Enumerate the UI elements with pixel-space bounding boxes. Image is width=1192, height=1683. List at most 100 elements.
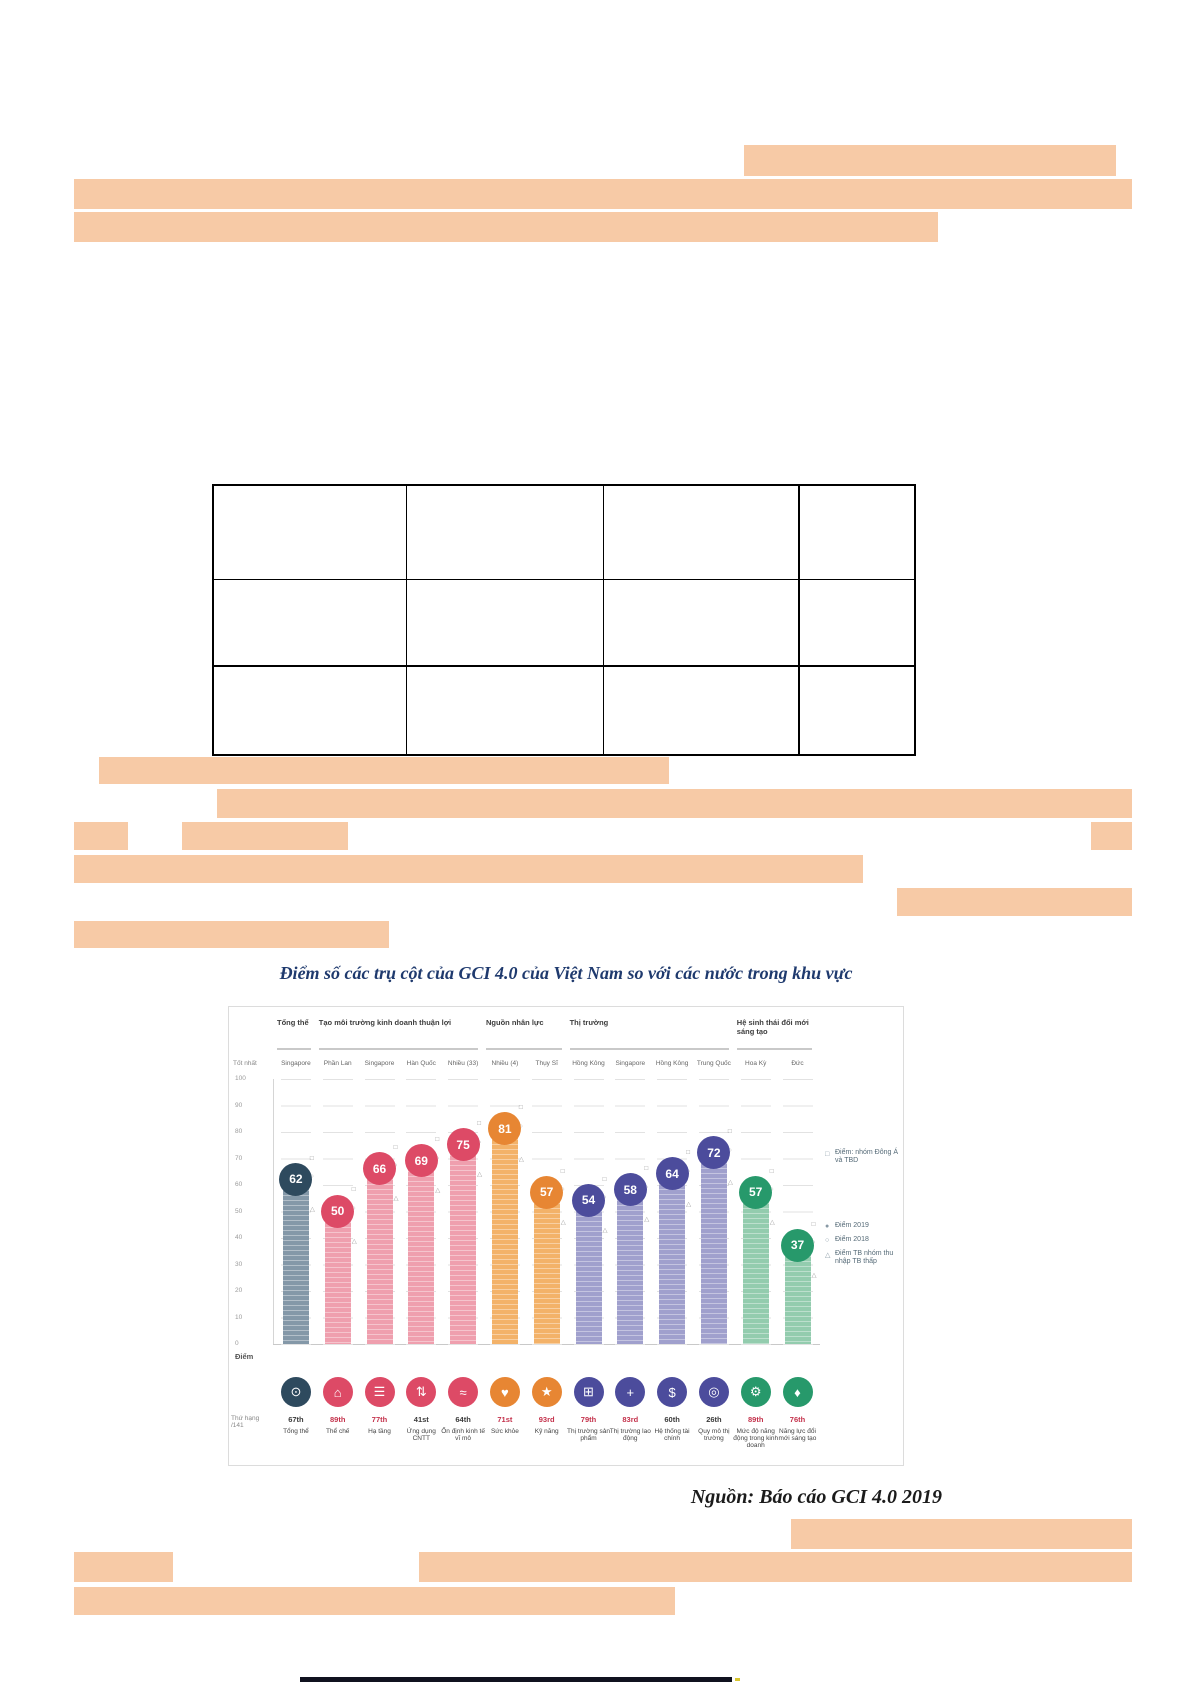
chart-group-label: Thị trường [569, 1018, 609, 1027]
health-icon: ♥ [489, 1377, 520, 1407]
chart-source-caption: Nguồn: Báo cáo GCI 4.0 2019 [690, 1486, 942, 1508]
highlighted-text-block [791, 1519, 1132, 1549]
highlighted-text-block [74, 822, 128, 850]
chart-group-label: Nguồn nhân lực [486, 1018, 544, 1027]
comparison-marker-triangle: △ [309, 1205, 315, 1213]
score-badge: 58 [613, 1173, 647, 1207]
comparison-marker-triangle: △ [351, 1237, 357, 1245]
rank-value: 83rd [622, 1415, 639, 1424]
highlighted-text-block [74, 179, 1132, 209]
legend-marker-triangle: △ [825, 1252, 831, 1259]
highlighted-text-block [419, 1552, 1132, 1582]
legend-lower-middle-income-label: Điểm TB nhóm thu nhập TB thấp [835, 1250, 894, 1265]
score-bar [700, 1153, 727, 1344]
score-bar [742, 1192, 769, 1344]
y-tick-label: 0 [235, 1340, 239, 1347]
highlighted-text-block [74, 921, 389, 948]
score-badge: 54 [572, 1183, 605, 1217]
chart-group-underline [569, 1048, 729, 1050]
table-cell [214, 667, 407, 754]
rank-row-label: Thứ hạng /141 [231, 1415, 260, 1429]
highlighted-text-block [74, 1552, 173, 1582]
rank-value: 26th [706, 1415, 722, 1424]
highlighted-text-block [897, 888, 1132, 916]
score-badge: 75 [446, 1128, 480, 1162]
pillar-label: Ổn định kinh tế vĩ mô [441, 1428, 485, 1442]
score-badge: 69 [404, 1144, 438, 1178]
rank-value: 93rd [538, 1415, 555, 1424]
table-cell [407, 486, 604, 580]
score-badge: 37 [781, 1228, 814, 1262]
score-bar [491, 1129, 518, 1344]
legend-marker-square: □ [825, 1151, 830, 1158]
y-tick-label: 40 [235, 1234, 243, 1241]
y-tick-label: 80 [235, 1128, 243, 1135]
comparison-marker-square: □ [435, 1135, 440, 1143]
comparison-marker-square: □ [602, 1175, 607, 1183]
table-cell [604, 667, 800, 754]
score-bar [324, 1211, 351, 1344]
score-badge: 62 [279, 1162, 313, 1196]
best-performer-label: Hoa Kỳ [745, 1060, 767, 1067]
comparison-marker-triangle: △ [477, 1171, 483, 1179]
comparison-marker-triangle: △ [769, 1219, 775, 1227]
chart-group-label: Tạo môi trường kinh doanh thuận lợi [318, 1018, 452, 1027]
best-performer-label: Singapore [281, 1060, 311, 1067]
y-tick-label: 70 [235, 1154, 243, 1162]
y-tick-label: 60 [235, 1181, 243, 1188]
comparison-marker-triangle: △ [602, 1227, 608, 1235]
score-badge: 50 [321, 1194, 355, 1228]
pillar-label: Thị trường lao động [609, 1428, 651, 1442]
best-performer-label: Nhiều (33) [447, 1060, 479, 1067]
y-tick-label: 50 [235, 1207, 243, 1215]
comparison-marker-triangle: △ [435, 1187, 441, 1195]
best-performer-label: Hàn Quốc [406, 1060, 436, 1067]
best-performer-label: Singapore [364, 1060, 395, 1067]
rank-value: 67th [288, 1415, 304, 1424]
pillar-label: Kỹ năng [534, 1428, 559, 1435]
best-performer-label: Đức [791, 1060, 804, 1067]
pillar-label: Sức khỏe [490, 1428, 519, 1435]
financial-system-icon: $ [657, 1377, 688, 1407]
highlighted-text-block [1091, 822, 1132, 850]
table-cell [800, 580, 914, 667]
table-cell [604, 486, 800, 580]
comparison-marker-square: □ [309, 1154, 314, 1162]
table-cell [800, 486, 914, 580]
pillar-label: Năng lực đổi mới sáng tạo [778, 1428, 817, 1442]
comparison-marker-triangle: △ [686, 1200, 692, 1208]
infrastructure-icon: ☰ [364, 1377, 395, 1407]
best-performer-label: Hồng Kông [655, 1060, 689, 1067]
table-cell [407, 580, 604, 667]
chart-group-label: Tổng thể [277, 1018, 309, 1027]
rank-value: 60th [664, 1415, 680, 1424]
labour-market-icon: + [615, 1377, 646, 1407]
legend-2019-label: Điểm 2019 [835, 1222, 869, 1229]
page-bottom-cursor-dot [735, 1678, 740, 1681]
institutions-icon: ⌂ [322, 1377, 353, 1407]
comparison-marker-square: □ [811, 1220, 816, 1228]
comparison-marker-square: □ [727, 1128, 732, 1135]
legend-east-asia-label: Điểm: nhóm Đông Á và TBD [835, 1149, 899, 1164]
score-bar [533, 1192, 560, 1344]
chart-group-underline [277, 1048, 311, 1050]
score-badge: 64 [655, 1157, 689, 1191]
chart-group-underline [318, 1048, 478, 1050]
pillar-label: Thị trường sản phẩm [567, 1428, 610, 1442]
highlighted-text-block [74, 212, 938, 242]
score-bar [617, 1190, 644, 1344]
highlighted-text-block [182, 822, 348, 850]
comparison-marker-triangle: △ [644, 1216, 650, 1224]
table-cell [214, 486, 407, 580]
legend-2018-label: Điểm 2018 [835, 1236, 869, 1243]
rank-value: 89th [747, 1415, 764, 1424]
pillar-label: Hệ thống tài chính [654, 1428, 690, 1442]
y-axis-title: Điểm [235, 1352, 254, 1361]
table-cell [214, 580, 407, 667]
score-bar [784, 1245, 811, 1344]
rank-value: 41st [413, 1415, 429, 1424]
score-bar [659, 1174, 686, 1344]
best-row-label: Tốt nhất [233, 1060, 257, 1067]
chart-title: Điểm số các trụ cột của GCI 4.0 của Việt… [279, 963, 853, 983]
macro-stability-icon: ≈ [448, 1377, 479, 1407]
